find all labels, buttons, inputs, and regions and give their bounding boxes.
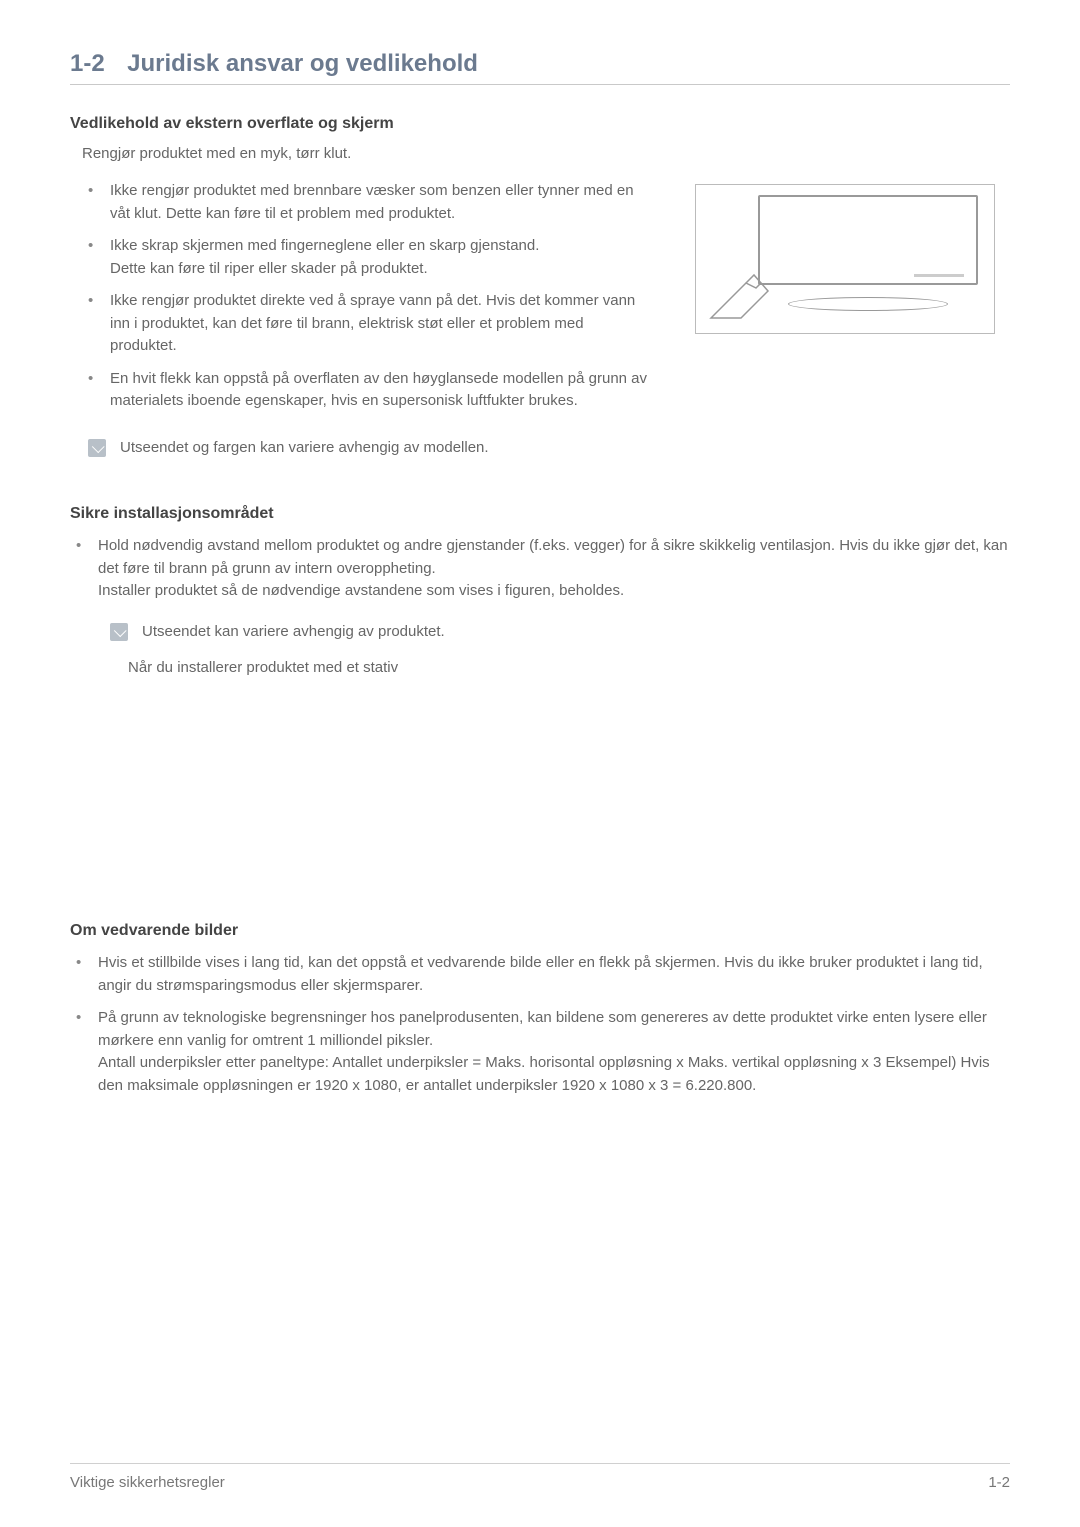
section-title: Juridisk ansvar og vedlikehold bbox=[127, 50, 478, 77]
note: Utseendet og fargen kan variere avhengig… bbox=[88, 437, 1010, 460]
maintenance-intro: Rengjør produktet med en myk, tørr klut. bbox=[82, 145, 1010, 162]
monitor-illustration bbox=[695, 184, 995, 334]
installation-subline: Når du installerer produktet med et stat… bbox=[128, 659, 1010, 676]
hand-icon bbox=[706, 263, 786, 323]
installation-bullets: Hold nødvendig avstand mellom produktet … bbox=[70, 535, 1010, 603]
maintenance-heading: Vedlikehold av ekstern overflate og skje… bbox=[70, 115, 1010, 133]
persistent-bullets: Hvis et stillbilde vises i lang tid, kan… bbox=[70, 952, 1010, 1097]
page-footer: Viktige sikkerhetsregler 1-2 bbox=[70, 1463, 1010, 1491]
persistent-heading: Om vedvarende bilder bbox=[70, 922, 1010, 940]
maintenance-bullets: Ikke rengjør produktet med brennbare væs… bbox=[70, 180, 650, 413]
bullet-item: En hvit flekk kan oppstå på overflaten a… bbox=[88, 368, 650, 413]
bullet-item: Hvis et stillbilde vises i lang tid, kan… bbox=[76, 952, 1010, 997]
persistent-image-section: Om vedvarende bilder Hvis et stillbilde … bbox=[70, 922, 1010, 1097]
bullet-item: Ikke rengjør produktet med brennbare væs… bbox=[88, 180, 650, 225]
note-icon bbox=[88, 439, 106, 457]
note: Utseendet kan variere avhengig av produk… bbox=[110, 621, 1010, 644]
note-text: Utseendet kan variere avhengig av produk… bbox=[142, 621, 445, 644]
note-icon bbox=[110, 623, 128, 641]
maintenance-section: Vedlikehold av ekstern overflate og skje… bbox=[70, 115, 1010, 459]
installation-section: Sikre installasjonsområdet Hold nødvendi… bbox=[70, 505, 1010, 676]
bullet-item: Hold nødvendig avstand mellom produktet … bbox=[76, 535, 1010, 603]
bullet-item: Ikke skrap skjermen med fingerneglene el… bbox=[88, 235, 650, 280]
footer-left: Viktige sikkerhetsregler bbox=[70, 1474, 225, 1491]
section-header: 1-2 Juridisk ansvar og vedlikehold bbox=[70, 50, 1010, 85]
figure-placeholder bbox=[70, 722, 1010, 922]
bullet-item: Ikke rengjør produktet direkte ved å spr… bbox=[88, 290, 650, 358]
installation-heading: Sikre installasjonsområdet bbox=[70, 505, 1010, 523]
bullet-item: På grunn av teknologiske begrensninger h… bbox=[76, 1007, 1010, 1097]
note-text: Utseendet og fargen kan variere avhengig… bbox=[120, 437, 489, 460]
footer-right: 1-2 bbox=[988, 1474, 1010, 1491]
section-number: 1-2 bbox=[70, 50, 105, 77]
